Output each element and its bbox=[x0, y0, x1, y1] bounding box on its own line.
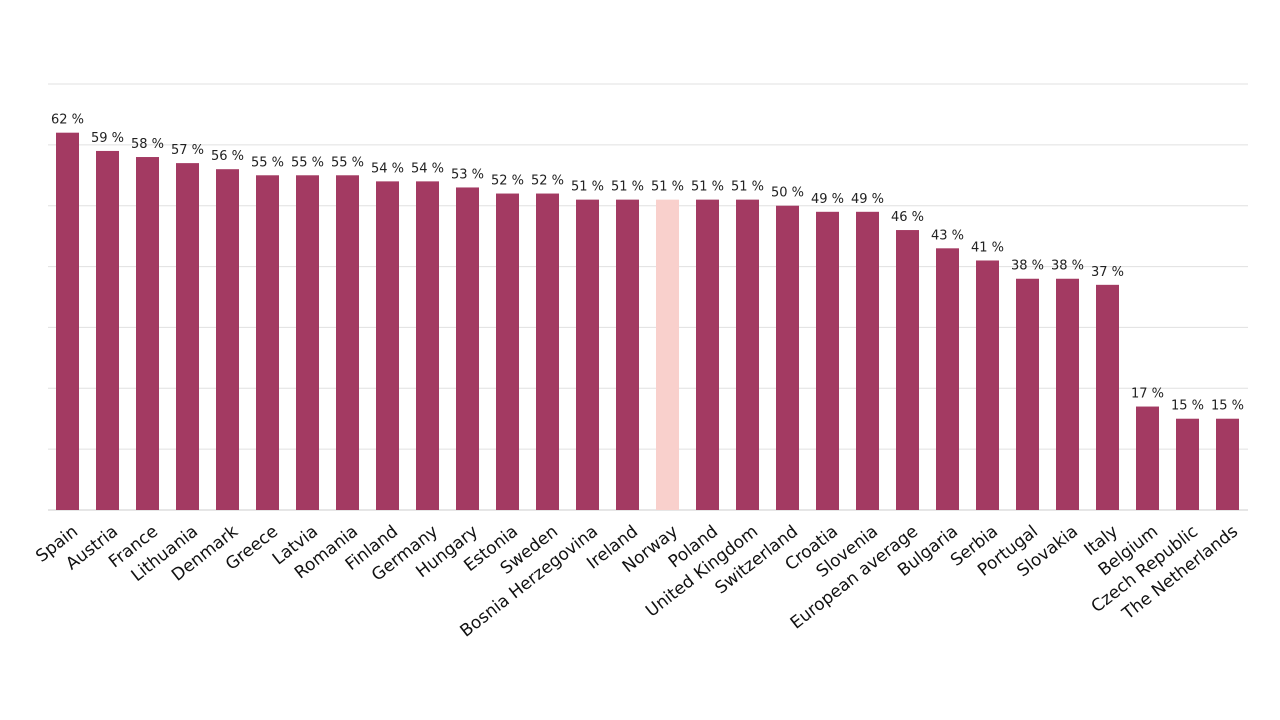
data-label: 53 % bbox=[451, 167, 484, 182]
data-label: 51 % bbox=[571, 180, 604, 195]
data-label: 38 % bbox=[1011, 259, 1044, 274]
bar bbox=[576, 199, 599, 510]
data-label: 58 % bbox=[131, 137, 164, 152]
data-label: 37 % bbox=[1091, 265, 1124, 280]
bar bbox=[56, 132, 79, 510]
data-label: 51 % bbox=[731, 180, 764, 195]
data-label: 62 % bbox=[51, 113, 84, 128]
bar bbox=[216, 169, 239, 510]
data-label: 46 % bbox=[891, 210, 924, 225]
data-label: 54 % bbox=[371, 161, 404, 176]
bar bbox=[376, 181, 399, 510]
data-label: 41 % bbox=[971, 240, 1004, 255]
bar bbox=[1016, 278, 1039, 510]
bar bbox=[856, 211, 879, 511]
data-label: 43 % bbox=[931, 228, 964, 243]
bars bbox=[56, 132, 1239, 511]
data-label: 51 % bbox=[611, 180, 644, 195]
bar bbox=[616, 199, 639, 510]
bar bbox=[416, 181, 439, 510]
bar bbox=[896, 230, 919, 511]
data-label: 17 % bbox=[1131, 387, 1164, 402]
data-label: 55 % bbox=[251, 155, 284, 170]
data-label: 38 % bbox=[1051, 259, 1084, 274]
data-label: 55 % bbox=[291, 155, 324, 170]
bar bbox=[1056, 278, 1079, 510]
bar bbox=[456, 187, 479, 510]
data-label: 59 % bbox=[91, 131, 124, 146]
bar bbox=[776, 205, 799, 510]
data-label: 54 % bbox=[411, 161, 444, 176]
data-label: 51 % bbox=[651, 180, 684, 195]
bar bbox=[136, 157, 159, 510]
bar bbox=[496, 193, 519, 511]
bar bbox=[256, 175, 279, 511]
bar bbox=[336, 175, 359, 511]
bar bbox=[296, 175, 319, 511]
bar bbox=[1136, 406, 1159, 510]
data-label: 52 % bbox=[531, 174, 564, 189]
bar bbox=[1096, 284, 1119, 510]
data-label: 51 % bbox=[691, 180, 724, 195]
bar bbox=[816, 211, 839, 511]
value-labels: 62 % 59 % 58 % 57 % 56 % 55 % 55 % 55 % 54 % 54 %… bbox=[51, 113, 1244, 414]
data-label: 15 % bbox=[1211, 399, 1244, 414]
data-label: 55 % bbox=[331, 155, 364, 170]
bar bbox=[976, 260, 999, 510]
bar bbox=[736, 199, 759, 510]
data-label: 56 % bbox=[211, 149, 244, 164]
bar bbox=[176, 163, 199, 510]
bar bbox=[656, 199, 679, 510]
category-tick-labels: SpainAustriaFranceLithuaniaDenmarkGreece… bbox=[32, 522, 1242, 642]
data-label: 52 % bbox=[491, 174, 524, 189]
data-label: 49 % bbox=[811, 192, 844, 207]
bar bbox=[696, 199, 719, 510]
data-label: 49 % bbox=[851, 192, 884, 207]
data-label: 57 % bbox=[171, 143, 204, 158]
gridlines bbox=[48, 83, 1248, 511]
data-label: 15 % bbox=[1171, 399, 1204, 414]
bar bbox=[1216, 418, 1239, 510]
bar bbox=[536, 193, 559, 511]
data-label: 50 % bbox=[771, 186, 804, 201]
bar bbox=[1176, 418, 1199, 510]
bar bbox=[96, 150, 119, 510]
bar bbox=[936, 248, 959, 511]
